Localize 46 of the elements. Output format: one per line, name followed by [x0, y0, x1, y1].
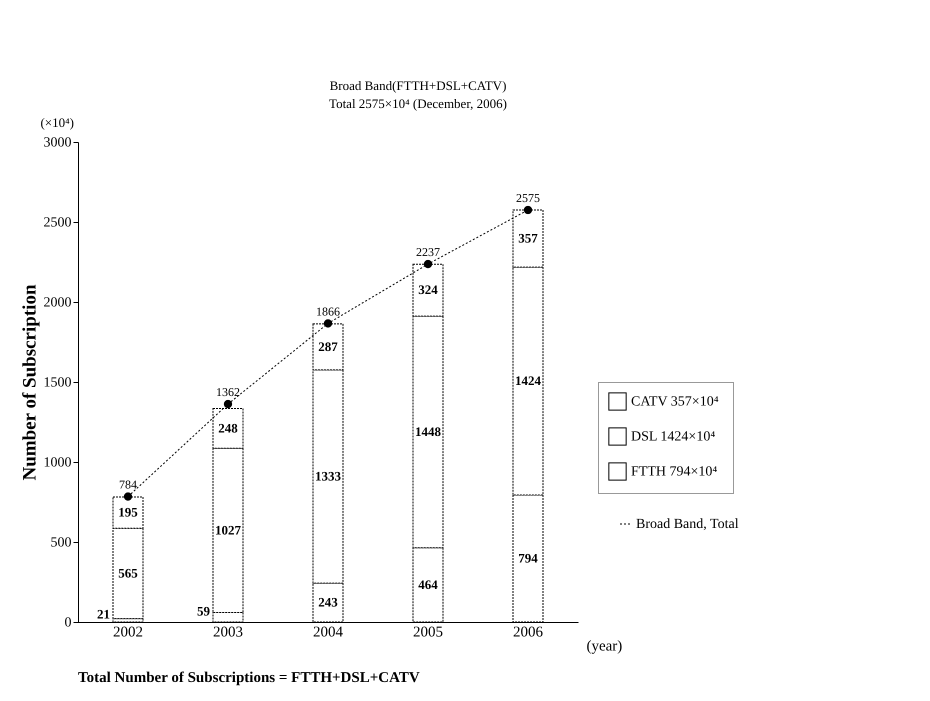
y-tick-label: 1000 — [44, 456, 72, 470]
point — [124, 492, 132, 501]
point — [524, 206, 532, 214]
legend-label: CATV 357×10⁴ — [631, 394, 719, 410]
data-label: 287 — [318, 338, 338, 354]
x-tick-label: 2005 — [413, 624, 443, 640]
data-label: 565 — [118, 565, 138, 580]
text: Broad Band(FTTH+DSL+CATV) Total 2575×10⁴ (December, 2006) — [329, 78, 507, 111]
data-label: 1866 — [316, 304, 340, 318]
data-label: 1027 — [215, 522, 242, 538]
data-label: 248 — [218, 420, 238, 436]
data-label: 1333 — [315, 468, 342, 484]
data-label: 784 — [119, 478, 137, 492]
y-tick-label: 3000 — [44, 136, 72, 150]
data-label: 324 — [418, 282, 438, 298]
data-label: 1362 — [216, 385, 240, 400]
data-label: 195 — [118, 504, 138, 520]
point — [324, 319, 332, 328]
data-label: 59 — [197, 603, 210, 618]
y-tick-label: 500 — [50, 536, 72, 550]
data-label: 357 — [518, 230, 538, 246]
x-axis-title: (year) — [586, 638, 622, 654]
y-tick-label: 1500 — [44, 376, 72, 390]
data-label: 2237 — [416, 245, 440, 260]
data-label: 2575 — [516, 191, 540, 205]
data-label: 21 — [97, 606, 110, 622]
data-label: 1424 — [515, 373, 542, 388]
y-tick-label: 2000 — [44, 296, 72, 310]
data-label: 464 — [418, 576, 438, 592]
text: (×10⁴) — [40, 115, 74, 130]
y-tick-label: 2500 — [44, 216, 72, 230]
legend-label: FTTH 794×10⁴ — [631, 464, 718, 480]
x-tick-label: 2004 — [313, 624, 344, 640]
y-tick-label: 0 — [64, 616, 72, 630]
y-axis-title: Number of Subscription — [20, 284, 40, 481]
text: Total Number of Subscriptions = FTTH+DSL+CATV — [78, 670, 420, 686]
x-tick-label: 2002 — [113, 624, 143, 640]
data-label: 794 — [518, 550, 538, 566]
point — [224, 400, 232, 408]
x-tick-label: 2003 — [213, 624, 243, 640]
legend-label: Broad Band, Total — [636, 517, 739, 532]
point — [424, 260, 432, 268]
data-label: 243 — [318, 594, 338, 610]
legend-label: DSL 1424×10⁴ — [631, 430, 716, 444]
x-tick-label: 2006 — [513, 624, 544, 640]
data-label: 1448 — [415, 424, 442, 439]
